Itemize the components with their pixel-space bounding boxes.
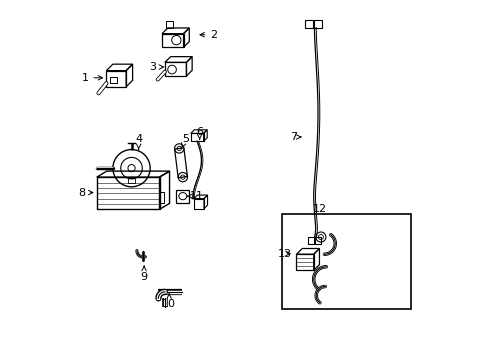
Text: 10: 10	[162, 293, 176, 309]
Bar	[282, 214, 410, 309]
Text: 9: 9	[140, 266, 147, 282]
Text: 12: 12	[312, 204, 326, 214]
Text: 8: 8	[78, 188, 93, 198]
Bar	[110, 77, 117, 83]
Text: 13: 13	[277, 248, 291, 258]
Bar	[165, 22, 173, 28]
Bar	[314, 237, 321, 244]
Text: 4: 4	[135, 134, 142, 149]
Text: 1: 1	[81, 73, 102, 83]
Text: 5: 5	[181, 134, 188, 148]
Text: 7: 7	[290, 132, 300, 142]
Bar	[305, 20, 313, 28]
Bar	[307, 237, 314, 244]
Bar	[313, 20, 321, 28]
Text: 2: 2	[200, 30, 217, 40]
Bar	[159, 192, 164, 203]
Bar	[176, 190, 189, 203]
Text: 11: 11	[187, 191, 204, 201]
Text: 6: 6	[196, 127, 203, 139]
Text: 3: 3	[149, 62, 163, 72]
Bar	[128, 178, 135, 183]
